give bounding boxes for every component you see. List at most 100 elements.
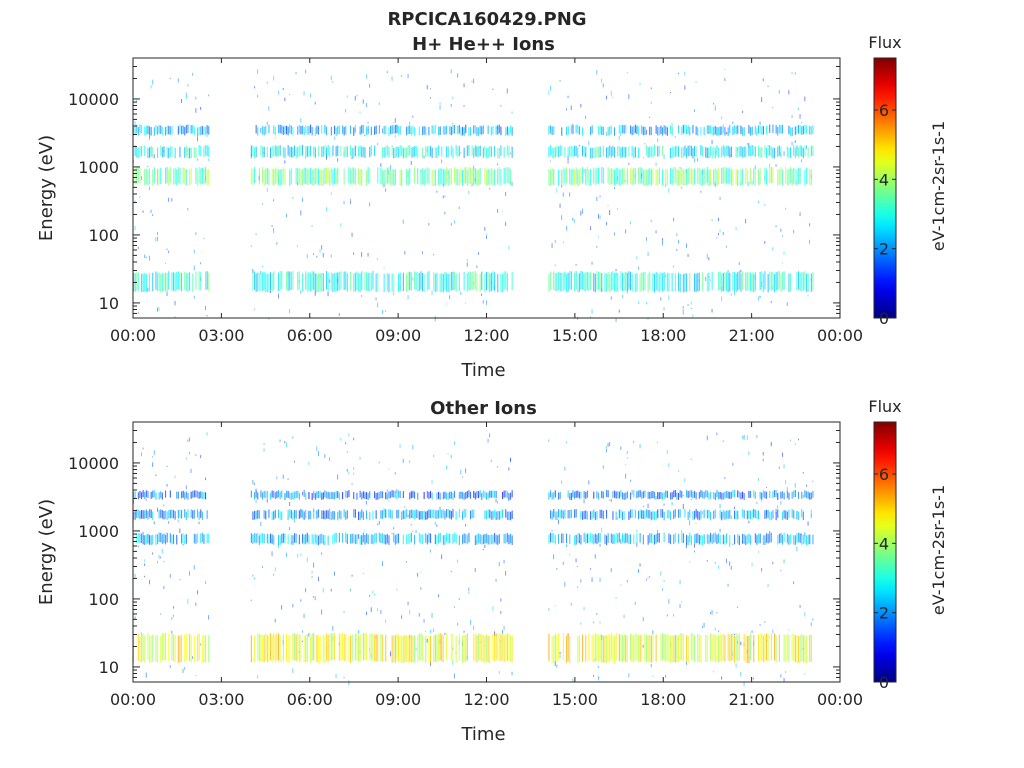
spectrogram-speck xyxy=(508,246,510,250)
spectrogram-band-column xyxy=(273,633,275,661)
spectrogram-speck xyxy=(743,681,745,687)
spectrogram-band-column xyxy=(327,510,329,519)
spectrogram-speck xyxy=(348,471,350,475)
spectrogram-speck xyxy=(655,230,657,234)
spectrogram-band-column xyxy=(318,126,320,135)
spectrogram-speck xyxy=(495,579,497,582)
spectrogram-band-column xyxy=(382,147,384,158)
spectrogram-band-column xyxy=(657,169,659,186)
spectrogram-band-column xyxy=(147,633,149,661)
spectrogram-band-column xyxy=(716,634,718,662)
spectrogram-speck xyxy=(657,138,659,142)
spectrogram-speck xyxy=(388,500,390,502)
spectrogram-band-column xyxy=(274,168,276,185)
spectrogram-band-column xyxy=(254,147,256,159)
spectrogram-speck xyxy=(671,122,673,127)
spectrogram-speck xyxy=(500,105,502,107)
spectrogram-band-column xyxy=(442,509,444,518)
spectrogram-band-column xyxy=(134,491,136,499)
spectrogram-band-column xyxy=(418,532,420,543)
spectrogram-speck xyxy=(460,152,462,154)
spectrogram-band-column xyxy=(607,490,609,498)
spectrogram-speck xyxy=(436,190,438,193)
spectrogram-band-column xyxy=(195,147,197,159)
spectrogram-band-column xyxy=(724,167,726,184)
spectrogram-speck xyxy=(614,187,615,190)
spectrogram-band-column xyxy=(205,126,207,136)
spectrogram-band-column xyxy=(460,167,462,184)
spectrogram-speck xyxy=(785,479,787,485)
spectrogram-band-column xyxy=(133,635,135,663)
spectrogram-band-column xyxy=(266,273,268,293)
spectrogram-band-column xyxy=(446,167,448,184)
colorbar-title: Flux xyxy=(868,33,901,52)
spectrogram-band-column xyxy=(208,126,210,135)
spectrogram-band-column xyxy=(788,125,790,135)
spectrogram-band-column xyxy=(641,510,643,519)
spectrogram-speck xyxy=(166,291,168,296)
spectrogram-band-column xyxy=(179,168,181,185)
spectrogram-band-column xyxy=(263,127,265,136)
spectrogram-band-column xyxy=(609,635,611,663)
spectrogram-band-column xyxy=(478,533,480,543)
spectrogram-speck xyxy=(591,261,593,265)
y-tick-label: 10000 xyxy=(68,90,119,109)
spectrogram-band-column xyxy=(754,533,756,543)
spectrogram-band-column xyxy=(410,509,412,519)
spectrogram-speck xyxy=(450,455,452,459)
spectrogram-band-column xyxy=(455,511,457,520)
spectrogram-band-column xyxy=(300,634,302,662)
spectrogram-band-column xyxy=(319,534,321,544)
spectrogram-band-column xyxy=(687,535,689,546)
spectrogram-band-column xyxy=(402,534,404,545)
spectrogram-band-column xyxy=(706,125,708,134)
spectrogram-band-column xyxy=(205,167,207,184)
spectrogram-band-column xyxy=(566,167,568,184)
spectrogram-speck xyxy=(157,231,158,235)
spectrogram-speck xyxy=(278,293,279,299)
spectrogram-speck xyxy=(574,219,575,223)
spectrogram-speck xyxy=(801,121,803,124)
spectrogram-band-column xyxy=(596,534,598,545)
spectrogram-band-column xyxy=(359,490,361,498)
spectrogram-band-column xyxy=(562,510,564,520)
spectrogram-speck xyxy=(350,588,351,592)
spectrogram-band-column xyxy=(423,169,425,186)
spectrogram-band-column xyxy=(137,147,139,158)
spectrogram-band-column xyxy=(163,633,165,661)
spectrogram-band-column xyxy=(633,635,635,663)
spectrogram-speck xyxy=(511,671,513,676)
spectrogram-band-column xyxy=(391,145,393,156)
spectrogram-speck xyxy=(782,452,783,457)
spectrogram-speck xyxy=(418,613,420,617)
spectrogram-band-column xyxy=(713,126,715,136)
spectrogram-band-column xyxy=(297,633,299,661)
spectrogram-band-column xyxy=(271,534,273,544)
spectrogram-speck xyxy=(772,107,774,109)
spectrogram-band-column xyxy=(777,509,779,518)
spectrogram-band-column xyxy=(743,633,745,661)
spectrogram-band-column xyxy=(646,509,648,518)
spectrogram-band-column xyxy=(623,168,625,185)
spectrogram-band-column xyxy=(308,492,310,499)
spectrogram-speck xyxy=(655,496,657,501)
spectrogram-speck xyxy=(703,622,705,628)
spectrogram-band-column xyxy=(740,125,742,135)
spectrogram-speck xyxy=(286,442,287,448)
spectrogram-band-column xyxy=(367,125,369,135)
spectrogram-band-column xyxy=(279,271,281,290)
spectrogram-speck xyxy=(770,300,772,303)
spectrogram-speck xyxy=(420,572,422,574)
spectrogram-speck xyxy=(580,103,582,108)
spectrogram-band-column xyxy=(812,145,814,157)
spectrogram-band-column xyxy=(322,492,324,500)
spectrogram-band-column xyxy=(174,635,176,663)
spectrogram-band-column xyxy=(157,635,159,663)
spectrogram-band-column xyxy=(279,535,281,545)
spectrogram-band-column xyxy=(297,146,299,158)
spectrogram-band-column xyxy=(790,147,792,158)
spectrogram-band-column xyxy=(558,633,560,661)
spectrogram-speck xyxy=(254,577,255,580)
colorbar-title: Flux xyxy=(868,397,901,416)
spectrogram-band-column xyxy=(785,167,787,184)
